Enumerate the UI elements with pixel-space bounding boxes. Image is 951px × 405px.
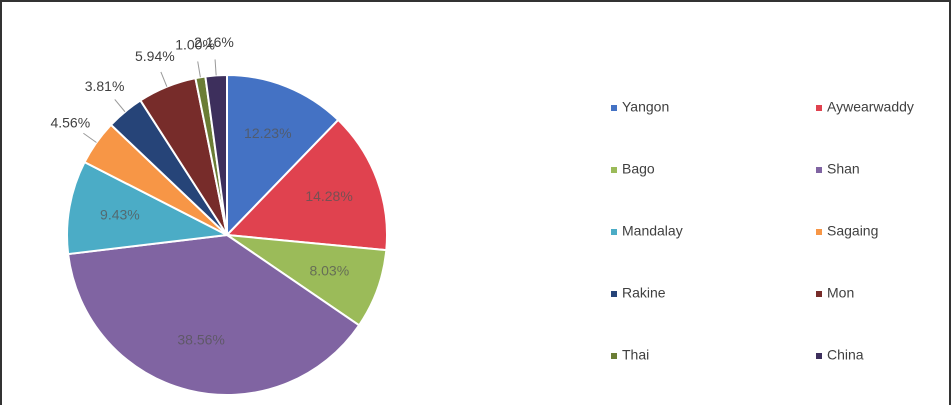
data-label: 1.00% — [175, 36, 215, 52]
legend-label: Yangon — [622, 99, 669, 115]
legend-swatch — [816, 105, 822, 111]
legend-label: Rakine — [622, 285, 666, 301]
legend-swatch — [816, 167, 822, 173]
legend-swatch — [611, 229, 617, 235]
pie-slice — [226, 73, 340, 238]
pie-slice — [224, 118, 388, 252]
legend-swatch — [816, 353, 822, 359]
data-label: 14.28% — [305, 188, 352, 204]
legend-label: Shan — [827, 161, 860, 177]
legend-label: Mandalay — [622, 223, 683, 239]
legend-label: China — [827, 347, 864, 363]
pie-slice — [204, 73, 228, 236]
legend-swatch — [611, 167, 617, 173]
legend-swatch — [611, 353, 617, 359]
data-label: 38.56% — [177, 331, 224, 347]
legend-label: Bago — [622, 161, 655, 177]
data-label: 4.56% — [50, 115, 90, 131]
data-label: 2.16% — [194, 34, 234, 50]
leader-line — [114, 99, 126, 113]
data-label: 9.43% — [100, 207, 140, 223]
leader-line — [83, 132, 97, 143]
data-label: 3.81% — [85, 78, 125, 94]
legend-swatch — [816, 291, 822, 297]
pie-slice — [66, 160, 231, 256]
leader-line — [160, 71, 168, 87]
legend-label: Thai — [622, 347, 649, 363]
leader-line — [214, 59, 217, 76]
leader-line — [197, 61, 201, 78]
data-label: 8.03% — [309, 263, 349, 279]
data-label: 5.94% — [135, 48, 175, 64]
legend-label: Sagaing — [827, 223, 878, 239]
legend-swatch — [611, 291, 617, 297]
data-label: 12.23% — [244, 125, 291, 141]
legend-swatch — [816, 229, 822, 235]
legend-label: Aywearwaddy — [827, 99, 914, 115]
legend-swatch — [611, 105, 617, 111]
pie-slice — [67, 233, 361, 396]
legend-label: Mon — [827, 285, 854, 301]
